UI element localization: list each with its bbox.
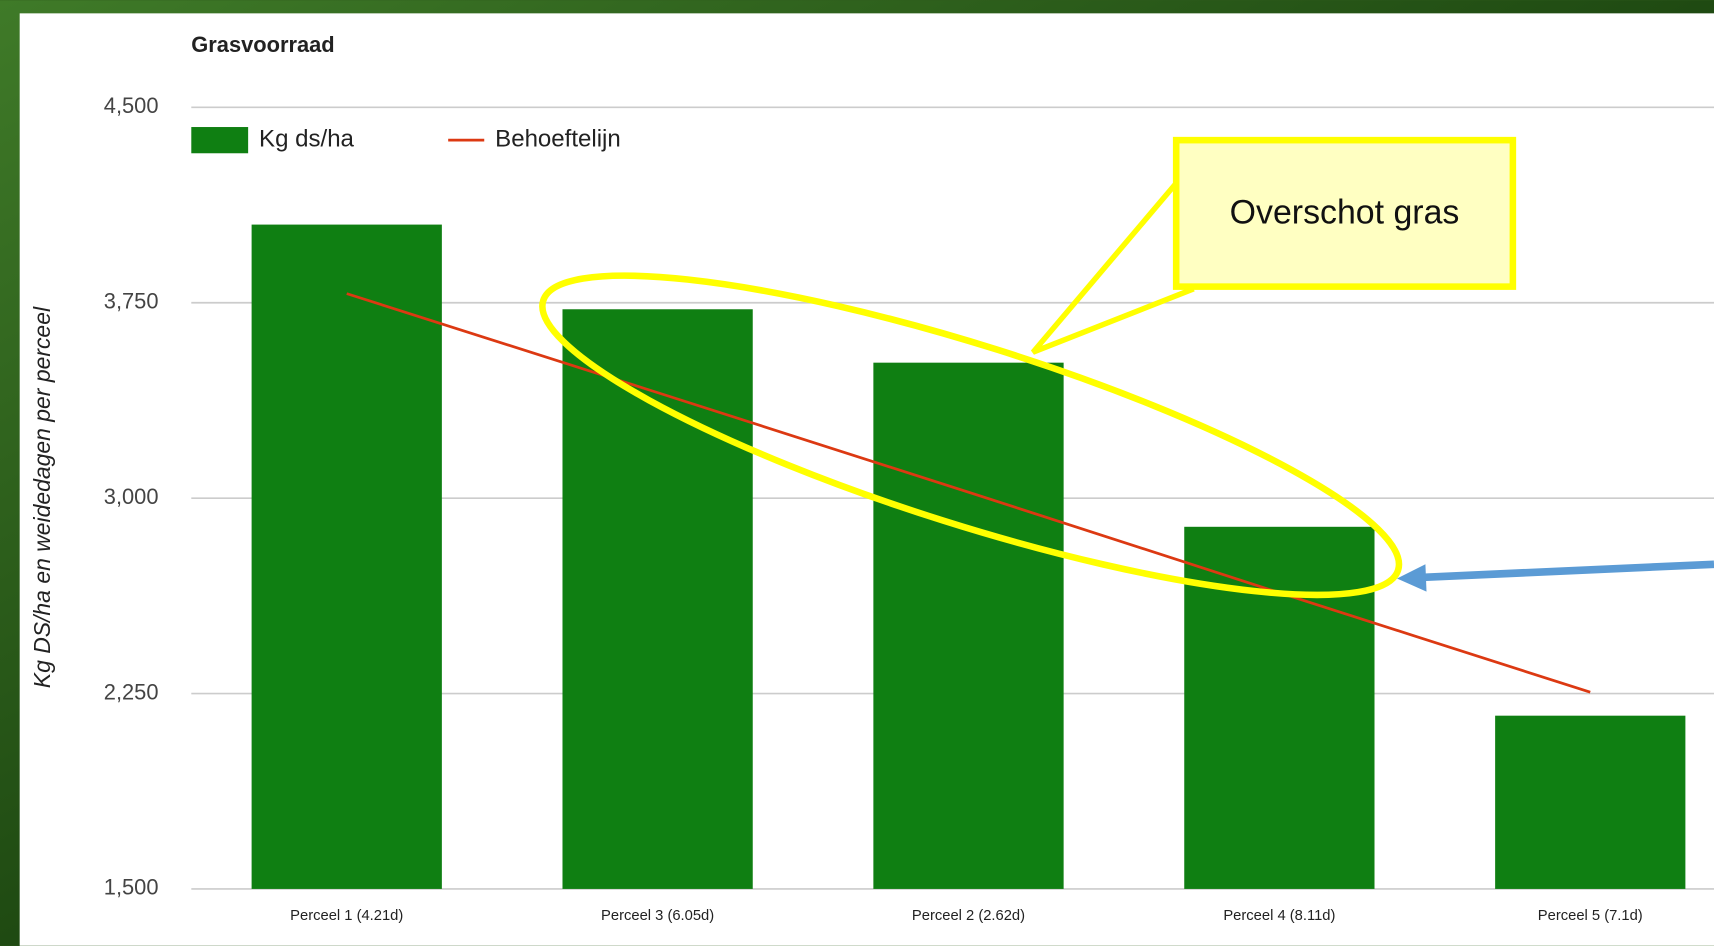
bar — [251, 224, 442, 889]
x-tick-label: Perceel 4 (8.11d) — [1223, 908, 1335, 924]
y-tick-label: 2,250 — [104, 679, 159, 704]
plot: 1,500 2,250 3,000 3,750 4,500 Perceel 1 (4.21… — [104, 93, 1714, 924]
chart-title: Grasvoorraad — [191, 32, 334, 57]
arrow-shaft — [1420, 560, 1714, 582]
callout-pointer — [1030, 178, 1195, 355]
x-tick-label: Perceel 1 (4.21d) — [290, 908, 403, 924]
x-tick-label: Perceel 3 (6.05d) — [601, 908, 714, 924]
x-tick-label: Perceel 2 (2.62d) — [912, 908, 1025, 924]
line — [346, 292, 1591, 694]
legend-label: Kg ds/ha — [259, 125, 354, 152]
callout-box — [1172, 136, 1517, 290]
arrow-head — [1396, 564, 1427, 592]
bar — [873, 362, 1064, 889]
y-tick-label: 3,000 — [104, 484, 159, 509]
y-tick-label: 3,750 — [104, 289, 159, 314]
y-axis-label: Kg DS/ha en weidedagen per perceel — [29, 306, 55, 688]
y-tick-label: 4,500 — [104, 93, 159, 118]
bar — [1184, 526, 1375, 889]
annotations: Overschot gras — [539, 136, 1714, 599]
legend-swatch — [191, 127, 249, 154]
legend-label: Behoeftelijn — [495, 125, 621, 152]
highlight-ellipse — [539, 272, 1403, 599]
bar — [562, 309, 753, 889]
y-tick-label: 1,500 — [104, 875, 159, 900]
bar — [1495, 715, 1686, 889]
x-tick-label: Perceel 5 (7.1d) — [1538, 908, 1643, 924]
callout-text: Overschot gras — [1230, 193, 1460, 231]
